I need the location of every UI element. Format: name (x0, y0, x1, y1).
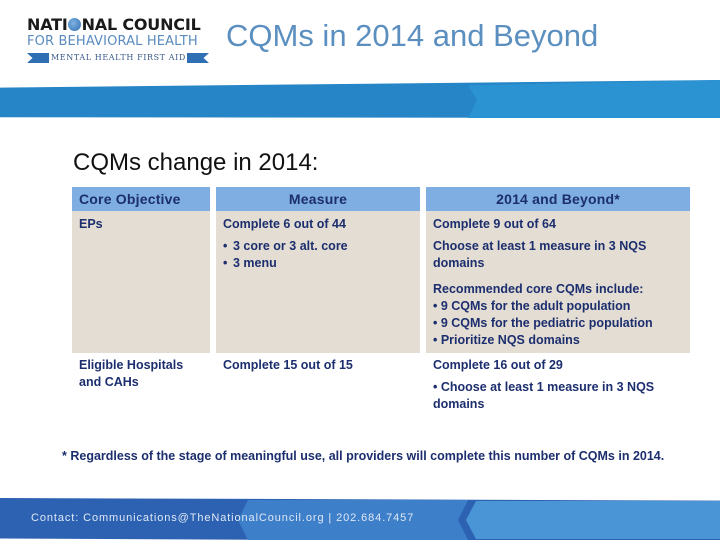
header-band (0, 80, 720, 118)
slide-title: CQMs in 2014 and Beyond (226, 18, 599, 53)
recommended-item: • Prioritize NQS domains (433, 333, 580, 347)
ribbon-right-icon (187, 53, 209, 63)
measure-bullet: 3 menu (223, 255, 413, 272)
footer-segment-middle (238, 500, 468, 540)
table-cell-beyond: Complete 16 out of 29 • Choose at least … (426, 353, 690, 423)
beyond-detail: Choose at least 1 measure in 3 NQS domai… (433, 239, 647, 270)
beyond-detail: • Choose at least 1 measure in 3 NQS dom… (433, 380, 655, 411)
logo-text-part1: NATI (27, 15, 68, 34)
footer-contact: Contact: Communications@TheNationalCounc… (31, 512, 415, 524)
column-header-label: Core Objective (79, 191, 181, 207)
table-cell-measure: Complete 15 out of 15 (216, 353, 420, 423)
measure-summary: Complete 6 out of 44 (223, 217, 346, 231)
national-council-logo: NATI NAL COUNCIL FOR BEHAVIORAL HEALTH ME… (27, 16, 209, 68)
measure-summary: Complete 15 out of 15 (223, 358, 353, 372)
recommended-item: • 9 CQMs for the pediatric population (433, 316, 653, 330)
logo-subtitle: FOR BEHAVIORAL HEALTH (27, 34, 198, 49)
objective-text: EPs (79, 217, 103, 231)
logo-text-part2: NAL COUNCIL (81, 15, 201, 34)
section-heading: CQMs change in 2014: (73, 149, 319, 176)
table-cell-objective: EPs (72, 211, 210, 353)
column-header-measure: Measure (216, 187, 420, 211)
column-header-label: Measure (288, 191, 348, 207)
ribbon-left-icon (27, 53, 49, 63)
measure-bullet: 3 core or 3 alt. core (223, 238, 413, 255)
column-header-label: 2014 and Beyond* (496, 191, 620, 207)
recommended-item: • 9 CQMs for the adult population (433, 299, 631, 313)
objective-text: Eligible Hospitals and CAHs (79, 358, 184, 389)
column-header-core-objective: Core Objective (72, 187, 210, 211)
column-header-2014-beyond: 2014 and Beyond* (426, 187, 690, 211)
ribbon-text: MENTAL HEALTH FIRST AID (51, 53, 186, 62)
footer-segment-right (466, 501, 720, 539)
beyond-summary: Complete 9 out of 64 (433, 217, 556, 231)
table-cell-measure: Complete 6 out of 44 3 core or 3 alt. co… (216, 211, 420, 353)
beyond-summary: Complete 16 out of 29 (433, 358, 563, 372)
globe-icon (68, 18, 82, 31)
logo-ribbon: MENTAL HEALTH FIRST AID (27, 52, 209, 64)
logo-wordmark: NATI NAL COUNCIL (27, 16, 201, 34)
recommended-heading: Recommended core CQMs include: (433, 282, 644, 296)
table-cell-beyond: Complete 9 out of 64 Choose at least 1 m… (426, 211, 690, 353)
footnote: * Regardless of the stage of meaningful … (62, 449, 665, 463)
band-segment-right (468, 80, 720, 118)
footer-band: Contact: Communications@TheNationalCounc… (0, 498, 720, 540)
table-cell-objective: Eligible Hospitals and CAHs (72, 353, 210, 423)
